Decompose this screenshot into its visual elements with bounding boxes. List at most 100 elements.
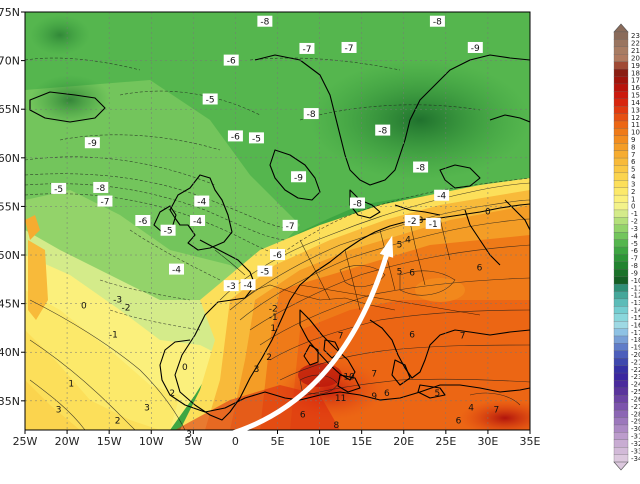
legend-label: 18 [631,69,640,77]
contour-label-text: -8 [96,184,105,194]
contour-label-boxed: -7 [299,42,315,55]
legend-label: -2 [631,218,638,226]
legend-label: 3 [631,180,635,188]
latitude-axis: 75N 70N 65N 60N 55N 50N 45N 40N 35N [0,6,25,408]
legend-swatch [613,320,629,330]
lat-tick-label: 45N [0,298,20,311]
legend-label: -30 [631,425,640,433]
contour-label-box [169,263,184,275]
longitude-axis: 25W 20W 15W 10W 5W 0 5E 10E 15E 20E 25E 30E 35E [13,430,541,448]
contour-label: 8 [334,421,340,431]
legend-label: -17 [631,329,640,337]
contour-label-text: -7 [345,44,354,54]
legend-swatch [613,61,629,70]
legend-swatch [613,39,629,48]
contour-label-boxed: -8 [429,15,445,28]
legend-swatch [613,68,629,77]
legend-swatch [613,298,629,307]
contour-label-boxed: -8 [257,15,273,28]
legend-label: -31 [631,433,640,441]
contour-label: 4 [405,235,411,245]
contour-label-box [223,280,239,292]
contour-label-text: -8 [378,127,387,137]
legend-swatch [613,417,629,426]
lat-tick-label: 60N [0,152,20,165]
contour-label: 1 [270,324,276,334]
legend-swatch [613,454,629,463]
legend-swatch [613,98,629,107]
legend-label: 13 [631,106,640,114]
legend-swatch [613,424,629,433]
contour-label: 6 [300,410,306,420]
legend-swatch [613,232,629,241]
contour-label-box [425,217,441,229]
legend-swatch [613,113,629,122]
contour-label-boxed: -7 [282,219,298,232]
legend-swatch [613,283,629,292]
legend-label: -18 [631,336,640,344]
contour-label-box [223,54,239,66]
contour-label: 5 [435,389,441,399]
legend-swatch [613,46,629,55]
contour-label: 7 [338,332,344,342]
contour-label-text: -6 [273,251,282,261]
contour-label-box [413,161,429,173]
contour-label: 6 [409,269,415,279]
contour-label-box [341,41,357,53]
legend-swatch [613,350,629,359]
contour-label-box [93,181,109,193]
contour-label-text: -8 [307,110,316,120]
legend-swatch [613,291,629,300]
legend-label: 23 [631,32,640,40]
legend-swatch [613,358,629,367]
contour-label-boxed: -6 [227,130,243,142]
contour-label-boxed: -8 [375,124,391,137]
contour-label-box [299,42,315,54]
legend-swatch [613,387,629,396]
legend-label: -13 [631,299,640,307]
contour-label-boxed: -6 [223,54,239,67]
legend-swatch [613,409,629,418]
contour-label-text: -7 [302,45,311,55]
contour-label-box [349,197,365,209]
legend-swatch [613,172,629,181]
contour-label-box [257,265,273,277]
legend-label: -3 [631,225,638,233]
contour-label-box [291,171,307,183]
contour-label-boxed: -9 [291,171,307,183]
legend-label: -28 [631,410,640,418]
legend-label: 14 [631,99,640,107]
legend-swatch [613,269,629,278]
lon-tick-label: 25E [435,435,456,448]
contour-label-text: -5 [252,134,261,144]
legend-label: 9 [631,136,635,144]
contour-label-text: -7 [286,222,295,232]
contour-label-boxed: -6 [270,249,285,261]
legend-swatch [613,439,629,448]
contour-label-text: -4 [244,281,253,291]
lat-tick-label: 65N [0,103,20,116]
legend-swatch [613,246,629,255]
contour-label-boxed: -8 [303,108,319,120]
legend-swatch [613,180,629,189]
legend-label: 11 [631,121,640,129]
contour-label-box [202,93,218,105]
contour-label: -1 [109,331,118,341]
legend-label: -22 [631,366,640,374]
contour-label-boxed: -3 [223,280,239,292]
contour-label: 3 [186,430,192,440]
legend-label: 21 [631,47,640,55]
contour-label-boxed: -1 [425,217,441,230]
contour-label-text: -8 [353,200,362,210]
contour-label-text: -3 [227,282,236,292]
contour-label-text: -9 [294,173,303,183]
contour-label: 1 [68,379,74,389]
contour-label-text: -5 [206,95,215,105]
lon-tick-label: 5E [271,435,285,448]
legend-swatch [613,31,629,40]
lat-tick-label: 50N [0,249,20,262]
legend-label: 16 [631,84,640,92]
legend-label: -15 [631,314,640,322]
